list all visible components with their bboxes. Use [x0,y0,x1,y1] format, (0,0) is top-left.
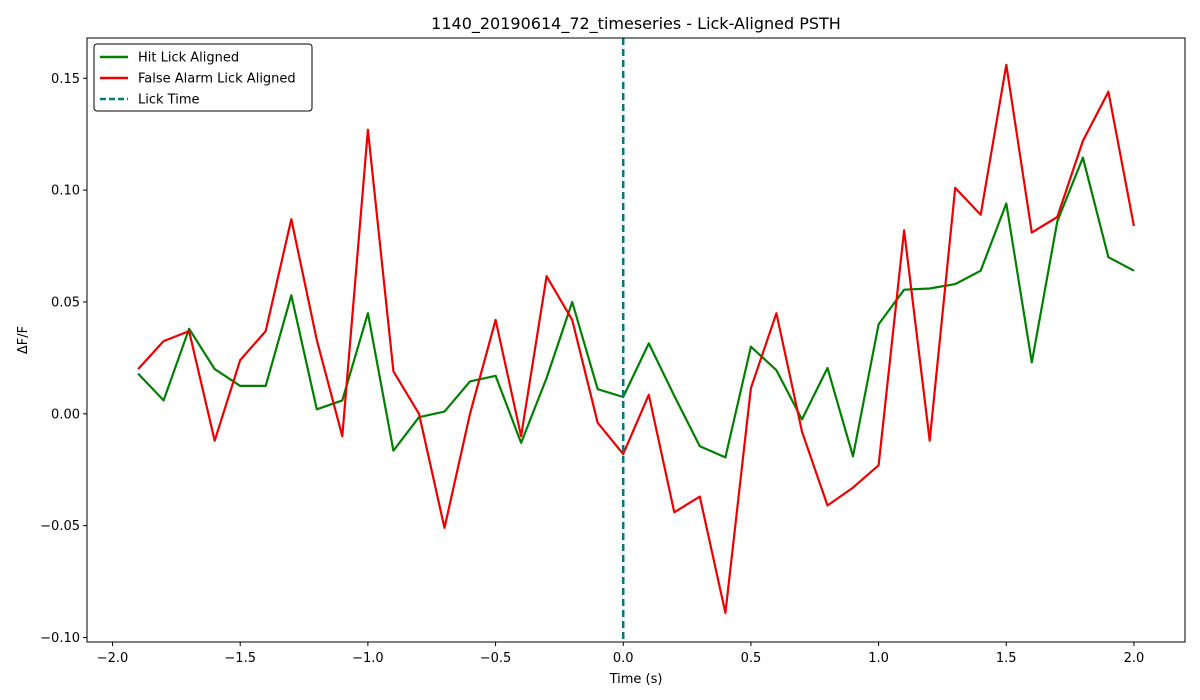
series-line-hit-lick-aligned [137,156,1135,459]
legend-label: Lick Time [138,93,199,108]
x-tick-label: 0.0 [613,651,634,666]
y-axis-ticks: −0.10 −0.05 0.00 0.05 0.10 0.15 [40,72,87,646]
y-tick-label: −0.05 [40,519,80,534]
y-tick-label: −0.10 [40,631,80,646]
x-tick-label: −1.0 [352,651,384,666]
series-layer [137,63,1135,615]
y-tick-label: 0.10 [51,184,80,199]
y-tick-label: 0.00 [51,407,80,422]
x-tick-label: 2.0 [1124,651,1145,666]
x-tick-label: −0.5 [480,651,512,666]
plot-frame [86,37,1186,643]
x-tick-label: −2.0 [97,651,129,666]
legend-items: Hit Lick Aligned False Alarm Lick Aligned… [100,51,296,108]
x-tick-label: 1.0 [868,651,889,666]
legend-label: False Alarm Lick Aligned [138,72,296,87]
chart-title: 1140_20190614_72_timeseries - Lick-Align… [431,14,841,34]
x-tick-label: 0.5 [741,651,762,666]
y-tick-label: 0.15 [51,72,80,87]
x-axis-label: Time (s) [609,672,663,687]
x-tick-label: 1.5 [996,651,1017,666]
x-tick-label: −1.5 [224,651,256,666]
y-axis-label: ΔF/F [16,326,31,354]
legend: Hit Lick Aligned False Alarm Lick Aligned… [93,43,313,112]
series-line-false-alarm-lick-aligned [137,63,1135,615]
legend-box [93,43,313,112]
x-axis-ticks: −2.0 −1.5 −1.0 −0.5 0.0 0.5 1.0 1.5 2.0 [97,642,1145,666]
y-tick-label: 0.05 [51,295,80,310]
legend-label: Hit Lick Aligned [138,51,239,66]
